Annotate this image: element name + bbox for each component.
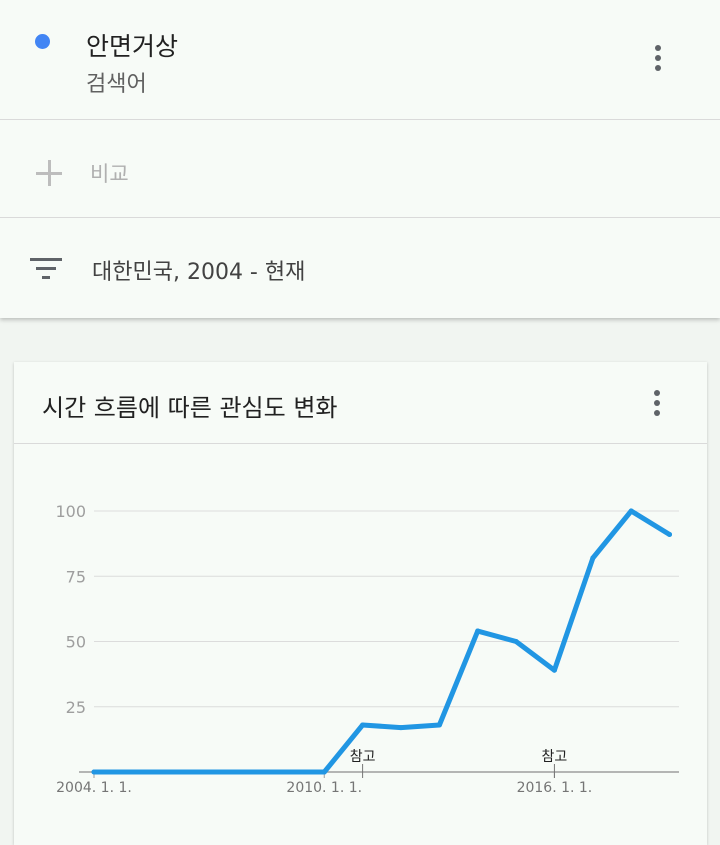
data-point	[360, 722, 366, 728]
annotation-label: 참고	[350, 749, 376, 765]
y-tick-label: 100	[55, 502, 86, 521]
data-point	[91, 769, 97, 775]
y-tick-label: 25	[66, 698, 86, 717]
search-terms-panel: 안면거상 검색어 비교 대한민국, 2004 - 현재	[0, 0, 720, 318]
compare-button[interactable]: 비교	[0, 120, 720, 218]
data-point	[398, 725, 404, 731]
more-vert-icon[interactable]	[642, 383, 672, 423]
data-point	[551, 667, 557, 673]
data-point	[513, 639, 519, 644]
data-point	[321, 769, 327, 775]
card-header: 시간 흐름에 따른 관심도 변화	[14, 362, 707, 444]
search-term-type: 검색어	[86, 72, 147, 97]
data-point	[436, 722, 442, 728]
term-color-dot	[35, 34, 50, 49]
more-vert-icon[interactable]	[643, 38, 673, 78]
y-tick-label: 50	[66, 633, 86, 652]
x-tick-label: 2016. 1. 1.	[517, 780, 593, 796]
search-term-name: 안면거상	[86, 32, 179, 61]
line-chart: 25 50 75 100 2004. 1. 1. 2010. 1. 1. 2016. 1. …	[55, 502, 679, 796]
annotation-label: 참고	[542, 749, 568, 765]
filter-list-icon	[30, 258, 62, 280]
data-point	[590, 555, 596, 561]
data-point	[475, 628, 481, 634]
interest-over-time-card: 시간 흐름에 따른 관심도 변화 25 50 75 100 2004. 1. 1. 201…	[14, 362, 707, 845]
filter-label: 대한민국, 2004 - 현재	[92, 260, 306, 285]
search-term-row[interactable]: 안면거상 검색어	[0, 0, 720, 120]
data-point	[628, 508, 634, 514]
data-point	[667, 531, 673, 537]
y-tick-label: 75	[66, 567, 86, 586]
card-title: 시간 흐름에 따른 관심도 변화	[42, 394, 338, 422]
compare-label: 비교	[90, 162, 129, 186]
plus-icon	[36, 160, 62, 186]
x-tick-label: 2010. 1. 1.	[286, 780, 362, 796]
filter-row[interactable]: 대한민국, 2004 - 현재	[0, 218, 720, 318]
x-tick-label: 2004. 1. 1.	[56, 780, 132, 796]
